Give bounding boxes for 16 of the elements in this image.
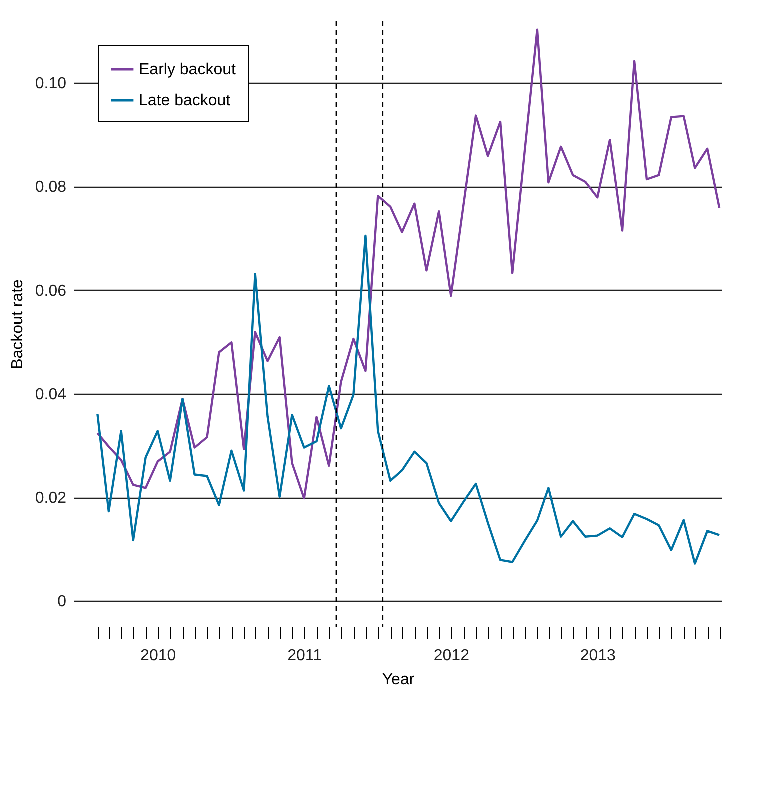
line-series (96, 28, 721, 500)
x-tick-label: 2010 (140, 648, 176, 664)
y-tick-label: 0.08 (35, 179, 67, 196)
y-tick-label: 0.10 (35, 76, 67, 93)
y-tick-label: 0.06 (35, 282, 67, 300)
legend-label: Late backout (139, 92, 232, 110)
y-axis-title: Backout rate (9, 279, 26, 370)
x-tick-label: 2011 (288, 648, 322, 664)
x-tick-label: 2013 (580, 648, 616, 664)
y-tick-label: 0 (58, 594, 67, 611)
line-series (96, 234, 721, 565)
x-tick-label: 2012 (434, 648, 470, 664)
legend-label: Early backout (139, 62, 236, 78)
x-axis-title: Year (382, 672, 416, 688)
y-tick-label: 0.04 (35, 386, 67, 404)
y-tick-label: 0.02 (35, 490, 67, 508)
